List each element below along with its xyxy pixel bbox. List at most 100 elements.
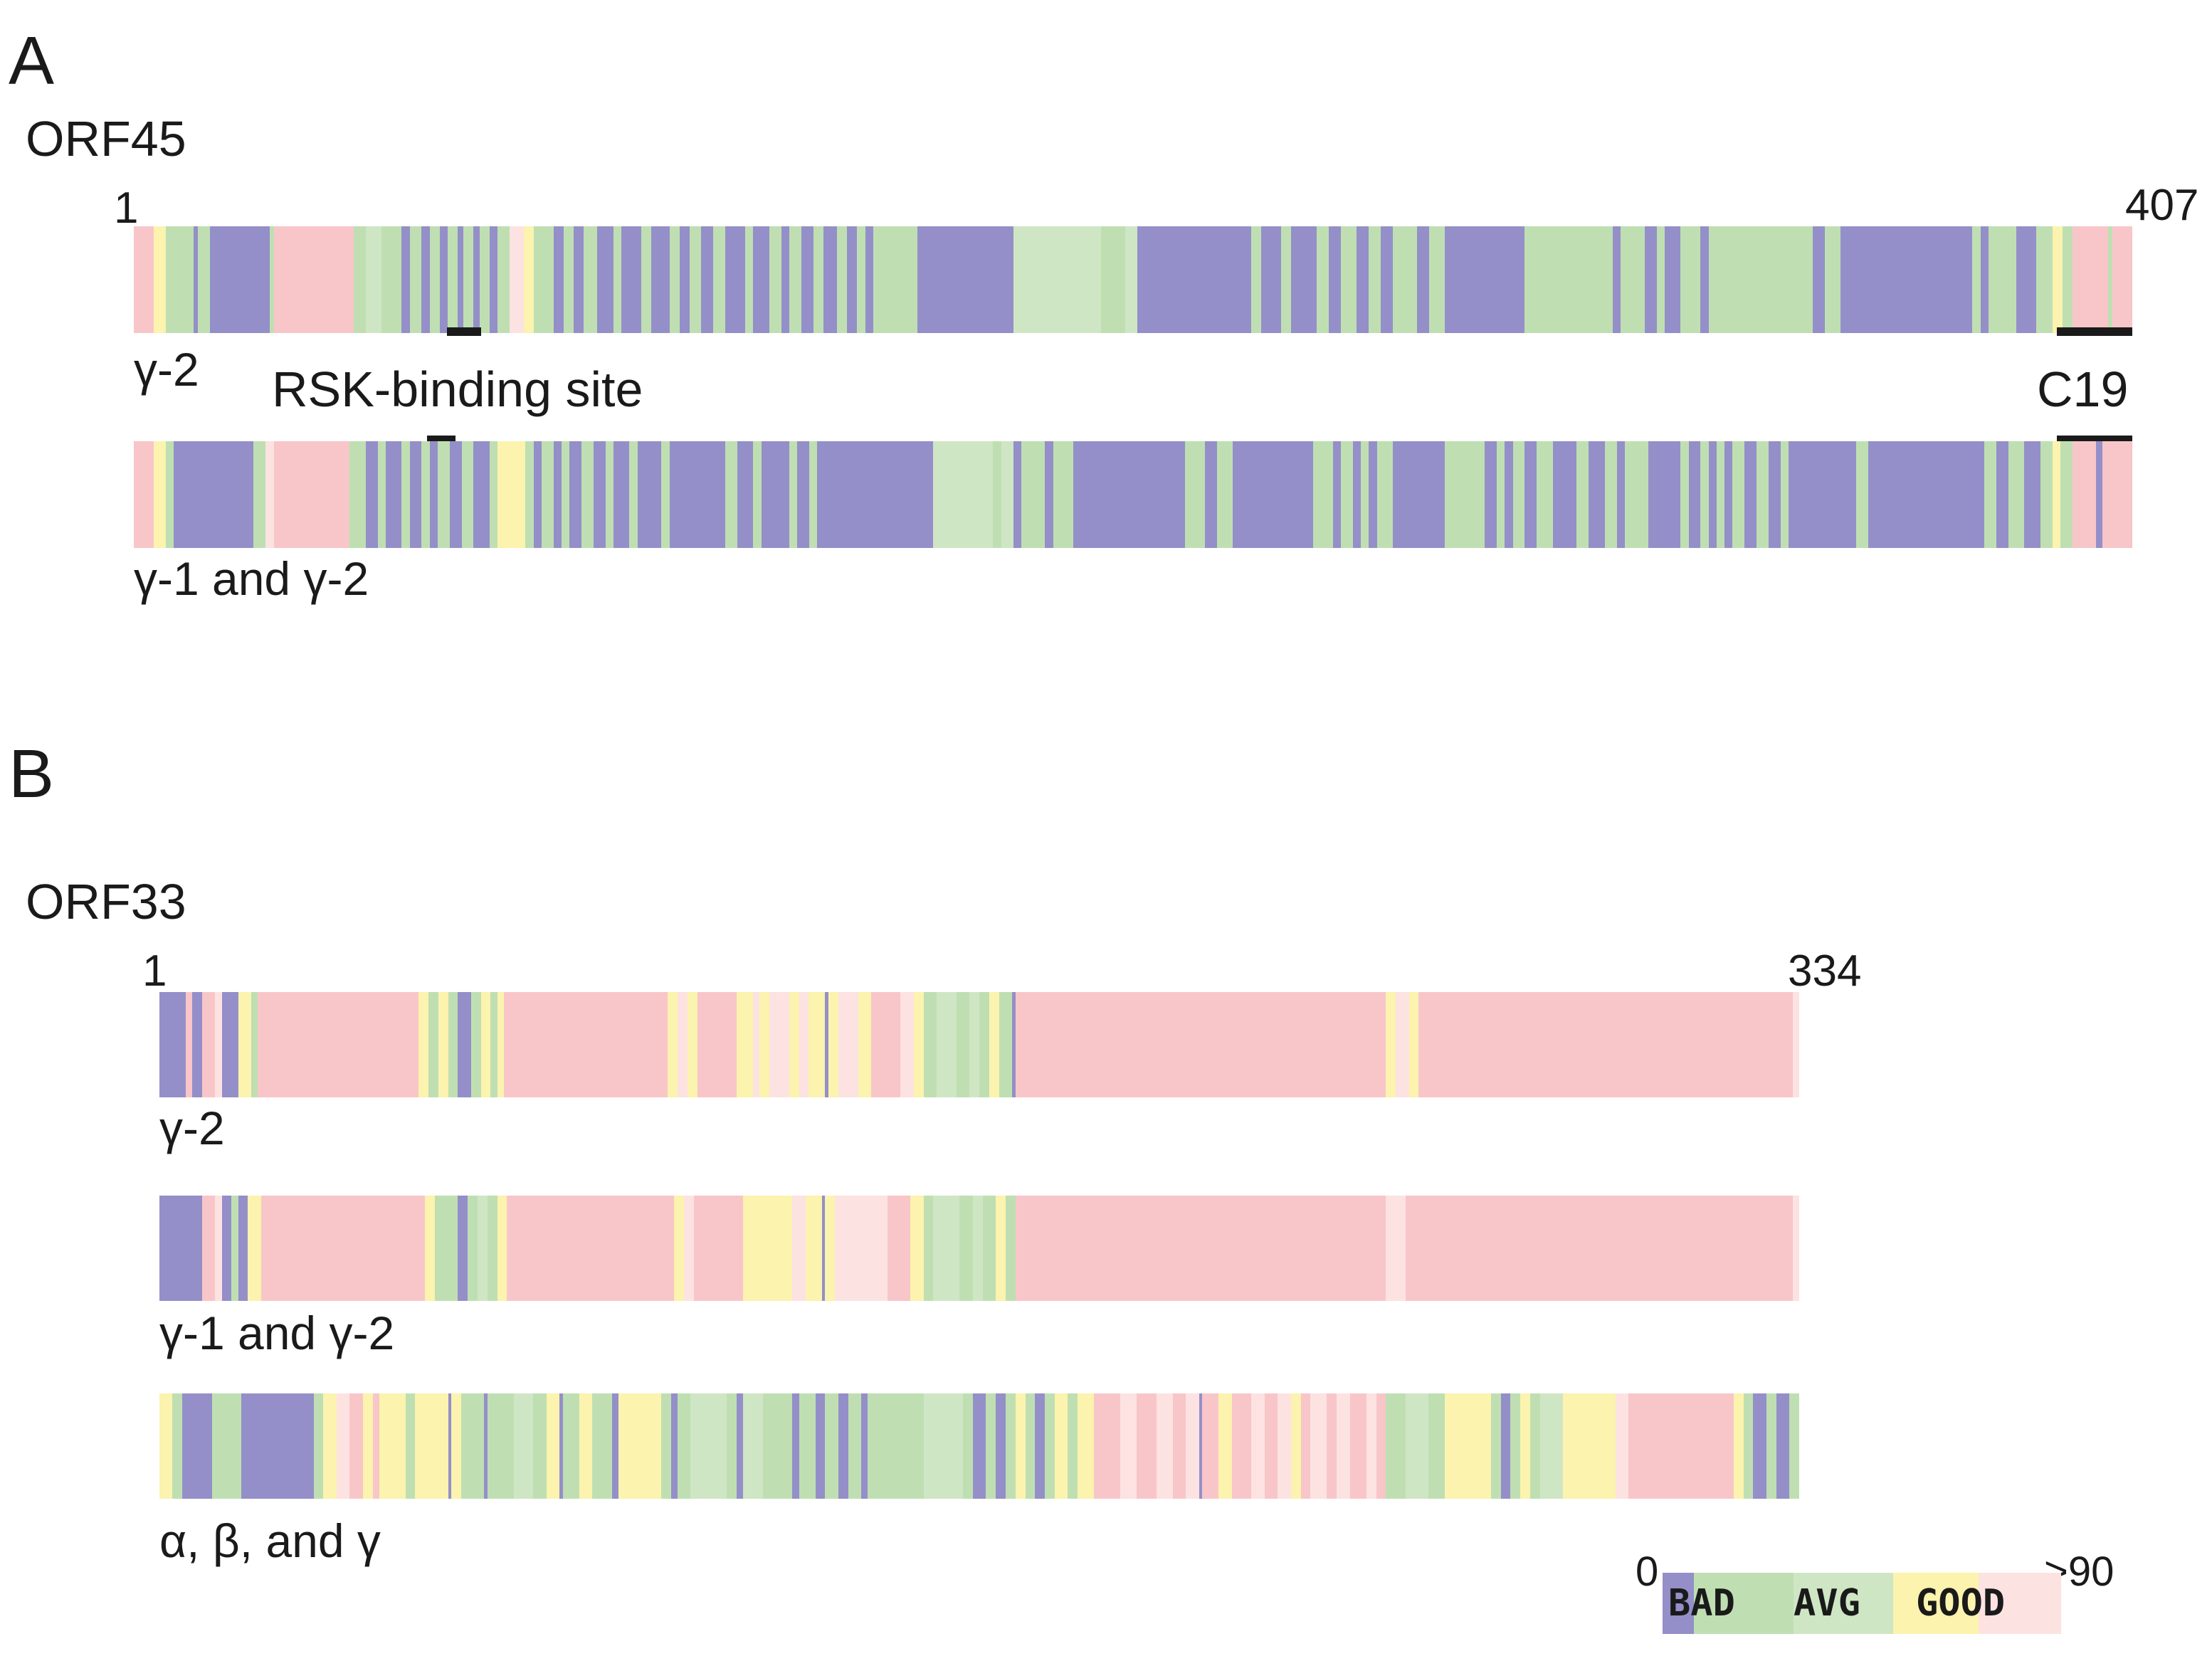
score-segment (377, 441, 387, 548)
score-segment (1231, 1393, 1253, 1499)
score-segment (349, 441, 367, 548)
score-segment (825, 1393, 839, 1499)
score-segment (870, 992, 889, 1097)
score-segment (437, 441, 451, 548)
score-segment (385, 441, 403, 548)
orf33-gamma1-gamma2-track (159, 1196, 1799, 1301)
score-segment (172, 1393, 184, 1499)
score-segment (1716, 441, 1726, 548)
score-segment (2016, 226, 2028, 333)
score-segment (629, 441, 638, 548)
score-segment (458, 1196, 469, 1301)
score-segment (996, 1393, 1006, 1499)
score-segment (349, 1393, 364, 1499)
score-segment (421, 226, 431, 333)
score-segment (1053, 226, 1078, 333)
score-segment (365, 441, 379, 548)
orf45-gamma2-track (134, 226, 2132, 333)
score-segment (887, 1196, 912, 1301)
score-segment (425, 1196, 436, 1301)
score-segment (1744, 441, 1758, 548)
score-segment (2108, 226, 2114, 333)
score-segment (2036, 226, 2054, 333)
orf45-end-number: 407 (2125, 181, 2199, 230)
score-segment (1317, 226, 1330, 333)
score-segment (737, 1393, 744, 1499)
score-segment (972, 1196, 984, 1301)
score-segment (1428, 226, 1446, 333)
score-segment (258, 992, 269, 1097)
score-segment (1512, 441, 1526, 548)
score-segment (1505, 441, 1514, 548)
score-segment (480, 992, 492, 1097)
score-segment (694, 1196, 744, 1301)
score-segment (1369, 441, 1378, 548)
score-segment (1280, 226, 1292, 333)
score-segment (1680, 226, 1702, 333)
score-segment (923, 1393, 964, 1499)
score-segment (999, 992, 1013, 1097)
score-segment (336, 1393, 351, 1499)
score-segment (461, 441, 475, 548)
score-segment (1005, 1393, 1016, 1499)
score-segment (861, 1393, 869, 1499)
score-segment (972, 1393, 987, 1499)
orf45-gamma1-gamma2-track (134, 441, 2132, 548)
score-segment (1199, 1393, 1204, 1499)
score-segment (463, 226, 475, 333)
score-segment (889, 441, 934, 548)
score-segment (737, 441, 754, 548)
score-segment (1233, 441, 1315, 548)
score-segment (1406, 1393, 1430, 1499)
score-segment (858, 992, 873, 1097)
score-segment (569, 441, 583, 548)
score-segment (1120, 1393, 1138, 1499)
score-segment (487, 1393, 515, 1499)
score-segment (473, 441, 491, 548)
score-segment (1776, 1393, 1791, 1499)
score-segment (1530, 1393, 1542, 1499)
score-segment (1418, 992, 1794, 1097)
score-segment (661, 441, 670, 548)
score-segment (1185, 441, 1206, 548)
score-segment (1021, 441, 1046, 548)
score-segment (1218, 1393, 1233, 1499)
score-segment (313, 441, 351, 548)
panel-b-letter: B (9, 736, 55, 812)
score-segment (865, 226, 875, 333)
score-segment (1708, 441, 1718, 548)
score-segment (1361, 441, 1370, 548)
score-segment (781, 226, 791, 333)
score-segment (821, 1196, 826, 1301)
orf45-start-number: 1 (114, 184, 139, 233)
score-segment (1250, 226, 1263, 333)
score-segment (546, 1393, 561, 1499)
score-segment (444, 1196, 459, 1301)
score-segment (429, 226, 441, 333)
score-segment (1980, 226, 1990, 333)
score-segment (1732, 441, 1746, 548)
score-segment (451, 1393, 463, 1499)
score-segment (769, 226, 783, 333)
score-segment (762, 1393, 774, 1499)
score-segment (1576, 441, 1590, 548)
score-segment (979, 992, 990, 1097)
score-segment (181, 441, 255, 548)
score-segment (1445, 441, 1486, 548)
score-segment (159, 992, 187, 1097)
score-segment (509, 226, 525, 333)
score-segment (1700, 226, 1710, 333)
score-segment (460, 1393, 485, 1499)
score-segment (847, 226, 858, 333)
orf33-gamma2-track (159, 992, 1799, 1097)
c19-label: C19 (2037, 362, 2129, 417)
score-segment (1290, 1393, 1302, 1499)
score-segment (507, 1196, 675, 1301)
score-segment (159, 1393, 174, 1499)
score-segment (448, 1393, 453, 1499)
score-segment (159, 1196, 204, 1301)
score-segment (678, 992, 689, 1097)
score-segment (727, 1393, 738, 1499)
score-segment (1510, 1393, 1522, 1499)
score-segment (1337, 1393, 1351, 1499)
